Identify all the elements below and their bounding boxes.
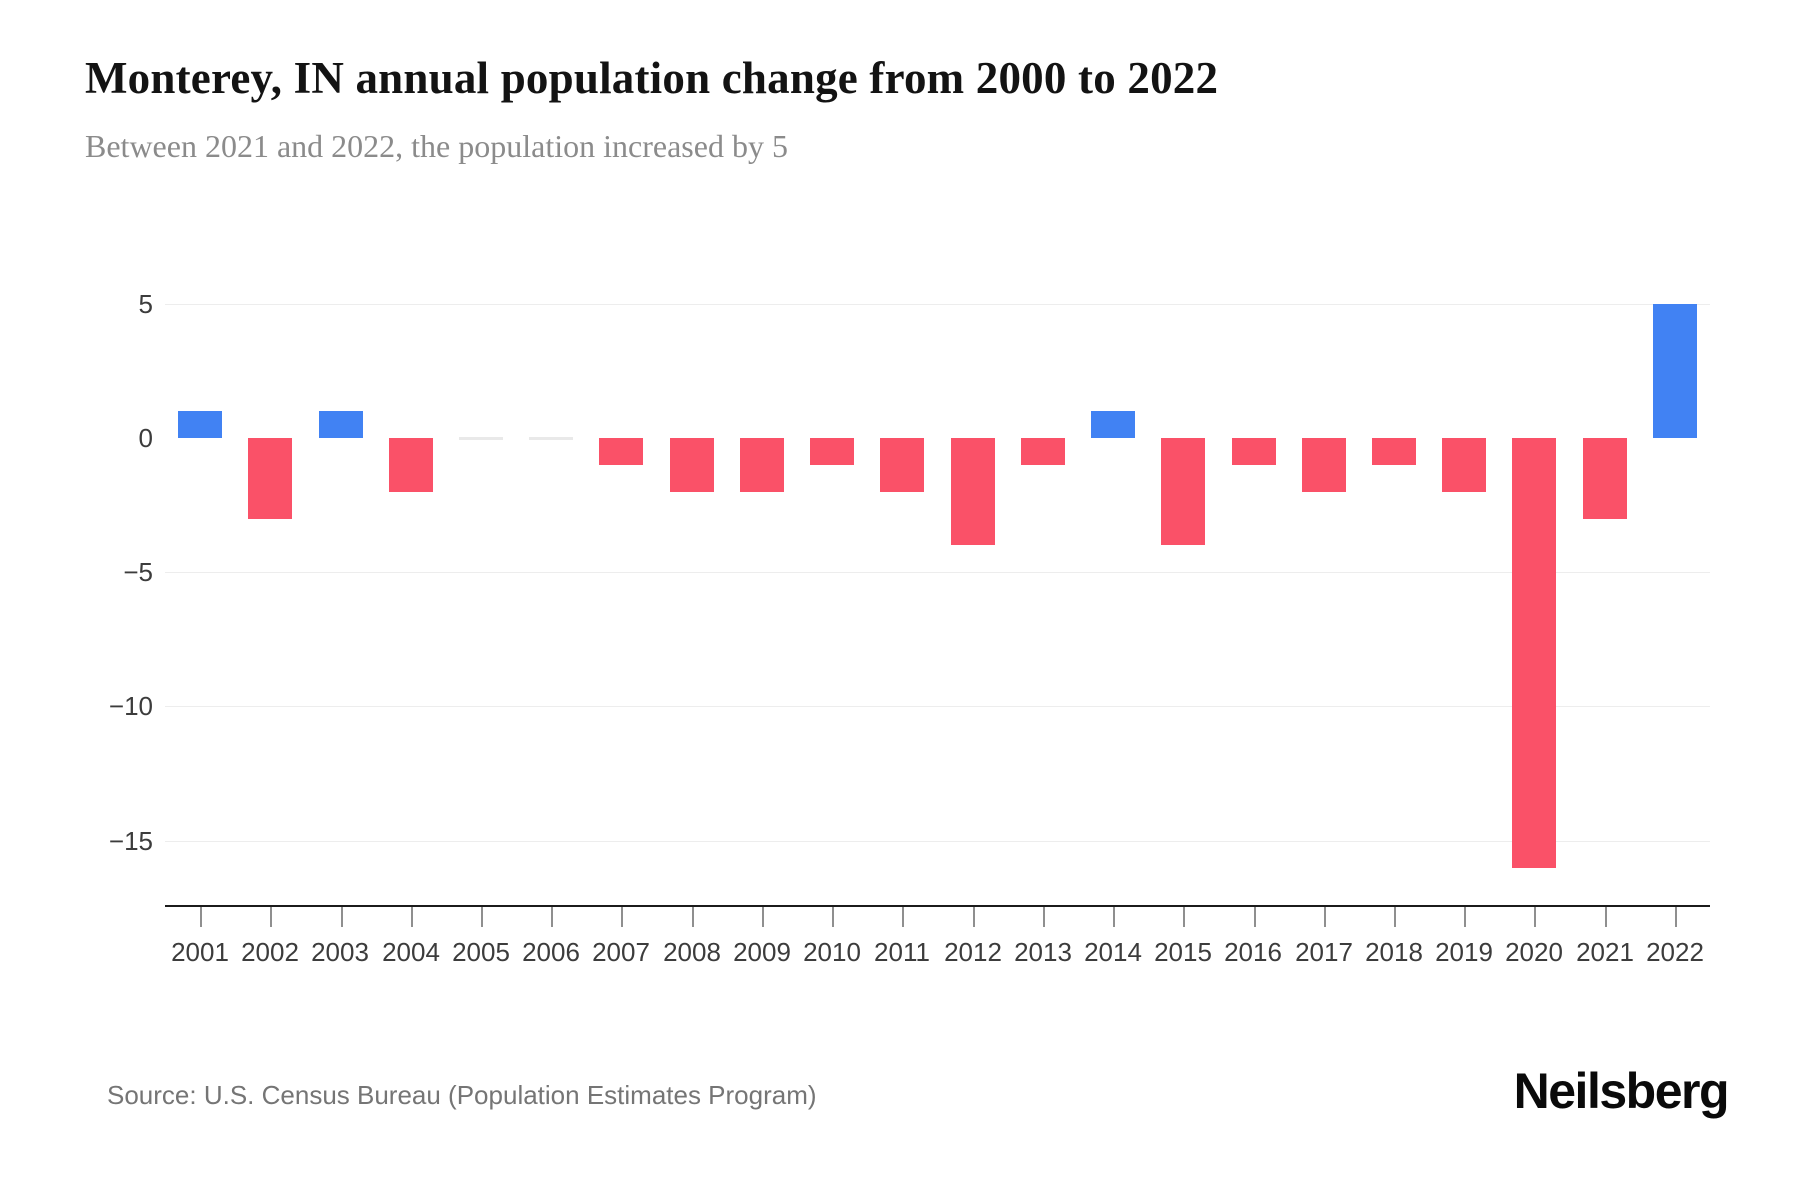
bar-2019 <box>1442 438 1486 492</box>
y-axis-tick-label: −10 <box>108 691 153 721</box>
x-axis-tick-label: 2014 <box>1084 937 1142 967</box>
x-axis-tick <box>1394 907 1396 927</box>
bar-2015 <box>1161 438 1205 545</box>
bar-2009 <box>740 438 784 492</box>
gridline-y--10 <box>165 706 1710 707</box>
chart-title: Monterey, IN annual population change fr… <box>85 53 1219 103</box>
bar-2016 <box>1232 438 1276 465</box>
x-axis-tick <box>551 907 553 927</box>
x-axis-tick-label: 2012 <box>944 937 1002 967</box>
x-axis-tick-label: 2010 <box>803 937 861 967</box>
x-axis-tick-label: 2006 <box>522 937 580 967</box>
x-axis-tick-label: 2017 <box>1295 937 1353 967</box>
brand-logo: Neilsberg <box>1513 1063 1730 1119</box>
x-axis-tick <box>1675 907 1677 927</box>
bar-2017 <box>1302 438 1346 492</box>
bar-2005 <box>459 437 503 440</box>
x-axis-tick <box>1043 907 1045 927</box>
x-axis-tick <box>1183 907 1185 927</box>
y-axis-tick-label: 0 <box>138 423 153 453</box>
x-axis-tick-label: 2015 <box>1154 937 1212 967</box>
x-axis-tick <box>200 907 202 927</box>
x-axis-tick <box>832 907 834 927</box>
x-axis-tick <box>270 907 272 927</box>
x-axis-tick <box>1254 907 1256 927</box>
x-axis-tick <box>1605 907 1607 927</box>
x-axis-tick <box>341 907 343 927</box>
x-axis-tick-label: 2003 <box>311 937 369 967</box>
x-axis-tick-label: 2021 <box>1576 937 1634 967</box>
x-axis-tick <box>621 907 623 927</box>
x-axis-tick-label: 2022 <box>1646 937 1704 967</box>
bar-2007 <box>599 438 643 465</box>
x-axis-tick-label: 2016 <box>1224 937 1282 967</box>
y-axis-tick-label: 5 <box>138 289 153 319</box>
x-axis-tick <box>1534 907 1536 927</box>
x-axis-tick-label: 2005 <box>452 937 510 967</box>
x-axis-line <box>165 905 1710 907</box>
x-axis-tick <box>762 907 764 927</box>
source-note: Source: U.S. Census Bureau (Population E… <box>107 1080 817 1110</box>
bar-2002 <box>248 438 292 519</box>
bar-2004 <box>389 438 433 492</box>
x-axis-tick <box>481 907 483 927</box>
x-axis-tick <box>1464 907 1466 927</box>
gridline-y--15 <box>165 841 1710 842</box>
x-axis-tick <box>973 907 975 927</box>
x-axis-tick-label: 2008 <box>663 937 721 967</box>
x-axis-tick <box>692 907 694 927</box>
gridline-y--5 <box>165 572 1710 573</box>
bar-2012 <box>951 438 995 545</box>
x-axis-tick-label: 2001 <box>171 937 229 967</box>
y-axis-tick-label: −5 <box>123 557 153 587</box>
bar-2014 <box>1091 411 1135 438</box>
x-axis-tick-label: 2007 <box>592 937 650 967</box>
bar-2021 <box>1583 438 1627 519</box>
chart-subtitle: Between 2021 and 2022, the population in… <box>85 128 788 164</box>
bar-2003 <box>319 411 363 438</box>
bar-2020 <box>1512 438 1556 868</box>
bar-2011 <box>880 438 924 492</box>
x-axis-tick <box>902 907 904 927</box>
x-axis-tick-label: 2020 <box>1505 937 1563 967</box>
x-axis-tick-label: 2009 <box>733 937 791 967</box>
bar-2022 <box>1653 304 1697 438</box>
x-axis-tick <box>411 907 413 927</box>
bar-2010 <box>810 438 854 465</box>
x-axis-tick-label: 2013 <box>1014 937 1072 967</box>
x-axis-tick-label: 2011 <box>874 937 930 967</box>
y-axis-tick-label: −15 <box>108 826 153 856</box>
bar-2006 <box>529 437 573 440</box>
x-axis-tick-label: 2002 <box>241 937 299 967</box>
bar-2018 <box>1372 438 1416 465</box>
x-axis-tick-label: 2019 <box>1435 937 1493 967</box>
bar-2008 <box>670 438 714 492</box>
bar-2013 <box>1021 438 1065 465</box>
x-axis-tick-label: 2018 <box>1365 937 1423 967</box>
x-axis-tick <box>1113 907 1115 927</box>
x-axis-tick-label: 2004 <box>382 937 440 967</box>
x-axis-tick <box>1324 907 1326 927</box>
gridline-y-5 <box>165 304 1710 305</box>
bar-2001 <box>178 411 222 438</box>
